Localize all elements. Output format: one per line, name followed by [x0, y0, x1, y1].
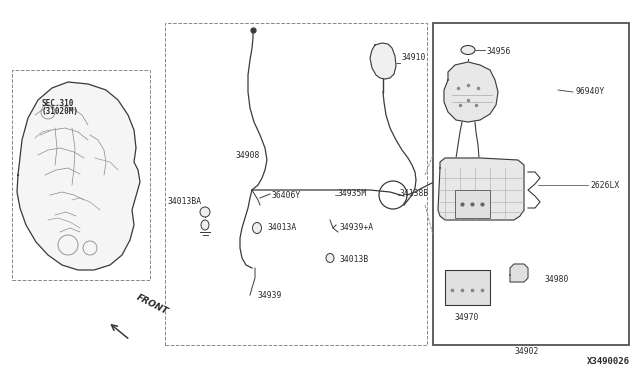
Text: 34013B: 34013B	[340, 256, 369, 264]
Polygon shape	[438, 158, 524, 220]
Text: 34939: 34939	[258, 291, 282, 299]
Ellipse shape	[201, 220, 209, 230]
Text: 34970: 34970	[455, 314, 479, 323]
Text: 34013BA: 34013BA	[168, 198, 202, 206]
Text: 34980: 34980	[545, 276, 570, 285]
Ellipse shape	[253, 222, 262, 234]
Text: X3490026: X3490026	[587, 357, 630, 366]
Text: 34935M: 34935M	[338, 189, 367, 199]
Text: 34910: 34910	[402, 54, 426, 62]
Bar	[165, 23, 427, 345]
Text: (31020M): (31020M)	[42, 107, 79, 116]
Text: 36406Y: 36406Y	[272, 190, 301, 199]
Text: SEC.310: SEC.310	[42, 99, 74, 108]
Ellipse shape	[326, 253, 334, 263]
Text: 96940Y: 96940Y	[575, 87, 604, 96]
Bar	[12, 70, 150, 280]
Bar	[433, 23, 629, 345]
Polygon shape	[510, 264, 528, 282]
Text: 34013A: 34013A	[268, 224, 297, 232]
Circle shape	[200, 207, 210, 217]
Bar	[455, 190, 490, 218]
Text: 2626LX: 2626LX	[590, 180, 620, 189]
Text: 34902: 34902	[515, 347, 539, 356]
Bar	[445, 270, 490, 305]
Text: 34138B: 34138B	[400, 189, 429, 199]
Ellipse shape	[461, 45, 475, 55]
Text: FRONT: FRONT	[135, 292, 170, 316]
Polygon shape	[17, 82, 140, 270]
Text: 34956: 34956	[487, 48, 511, 57]
Polygon shape	[444, 62, 498, 122]
Polygon shape	[370, 43, 396, 79]
Text: 34908: 34908	[236, 151, 260, 160]
Text: 34939+A: 34939+A	[340, 224, 374, 232]
